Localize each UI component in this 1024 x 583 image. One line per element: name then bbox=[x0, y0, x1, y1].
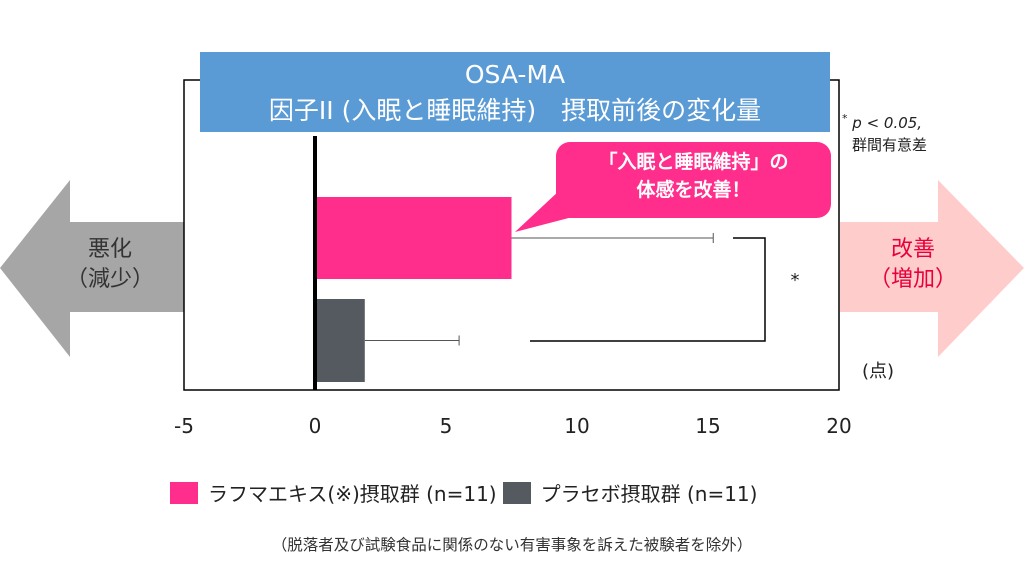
chart-title: OSA-MA 因子II (入眠と睡眠維持) 摂取前後の変化量 bbox=[200, 52, 830, 132]
significance-p-value: p < 0.05, bbox=[852, 114, 923, 132]
x-tick-label: -5 bbox=[174, 414, 194, 438]
callout-bubble bbox=[556, 142, 831, 218]
unit-label: (点) bbox=[862, 361, 895, 382]
decrease-label: 悪化 （減少） bbox=[55, 235, 165, 295]
significance-text: 群間有意差 bbox=[852, 136, 928, 154]
x-tick-label: 10 bbox=[564, 414, 589, 438]
significance-star: * bbox=[842, 112, 848, 125]
x-tick-label: 20 bbox=[826, 414, 851, 438]
increase-label: 改善 （増加） bbox=[858, 235, 968, 295]
chart-title-line2: 因子II (入眠と睡眠維持) 摂取前後の変化量 bbox=[268, 96, 762, 125]
increase-label-line1: 改善 bbox=[890, 237, 935, 262]
bar-1 bbox=[315, 299, 365, 382]
callout-text: 「入眠と睡眠維持」の 体感を改善！ bbox=[556, 148, 831, 204]
legend-label-placebo: プラセボ摂取群 (n=11) bbox=[540, 482, 758, 506]
decrease-arrow bbox=[0, 180, 185, 357]
increase-arrow bbox=[840, 180, 1024, 357]
significance-bracket bbox=[530, 237, 766, 342]
footnote: （脱落者及び試験食品に関係のない有害事象を訴えた被験者を除外） bbox=[271, 536, 753, 554]
legend-label-rafuma: ラフマエキス(※)摂取群 (n=11) bbox=[208, 482, 497, 506]
x-tick-label: 0 bbox=[309, 414, 322, 438]
callout-pointer bbox=[515, 190, 584, 232]
callout-line1: 「入眠と睡眠維持」の bbox=[598, 151, 789, 173]
x-tick-label: 5 bbox=[440, 414, 453, 438]
x-tick-label: 15 bbox=[695, 414, 720, 438]
legend-item-rafuma: ラフマエキス(※)摂取群 (n=11) bbox=[170, 478, 497, 507]
legend-swatch-placebo bbox=[502, 481, 531, 504]
legend: ラフマエキス(※)摂取群 (n=11) プラセボ摂取群 (n=11) bbox=[170, 478, 763, 507]
bar-0 bbox=[315, 197, 512, 279]
callout-line2: 体感を改善！ bbox=[636, 179, 751, 201]
decrease-label-line1: 悪化 bbox=[87, 237, 132, 262]
significance-bracket-star: * bbox=[791, 270, 800, 291]
significance-note: * p < 0.05, 群間有意差 bbox=[842, 108, 927, 156]
legend-item-placebo: プラセボ摂取群 (n=11) bbox=[502, 478, 758, 507]
legend-swatch-rafuma bbox=[170, 481, 198, 504]
increase-label-line2: （増加） bbox=[868, 267, 957, 292]
decrease-label-line2: （減少） bbox=[65, 267, 154, 292]
chart-title-line1: OSA-MA bbox=[464, 60, 566, 89]
